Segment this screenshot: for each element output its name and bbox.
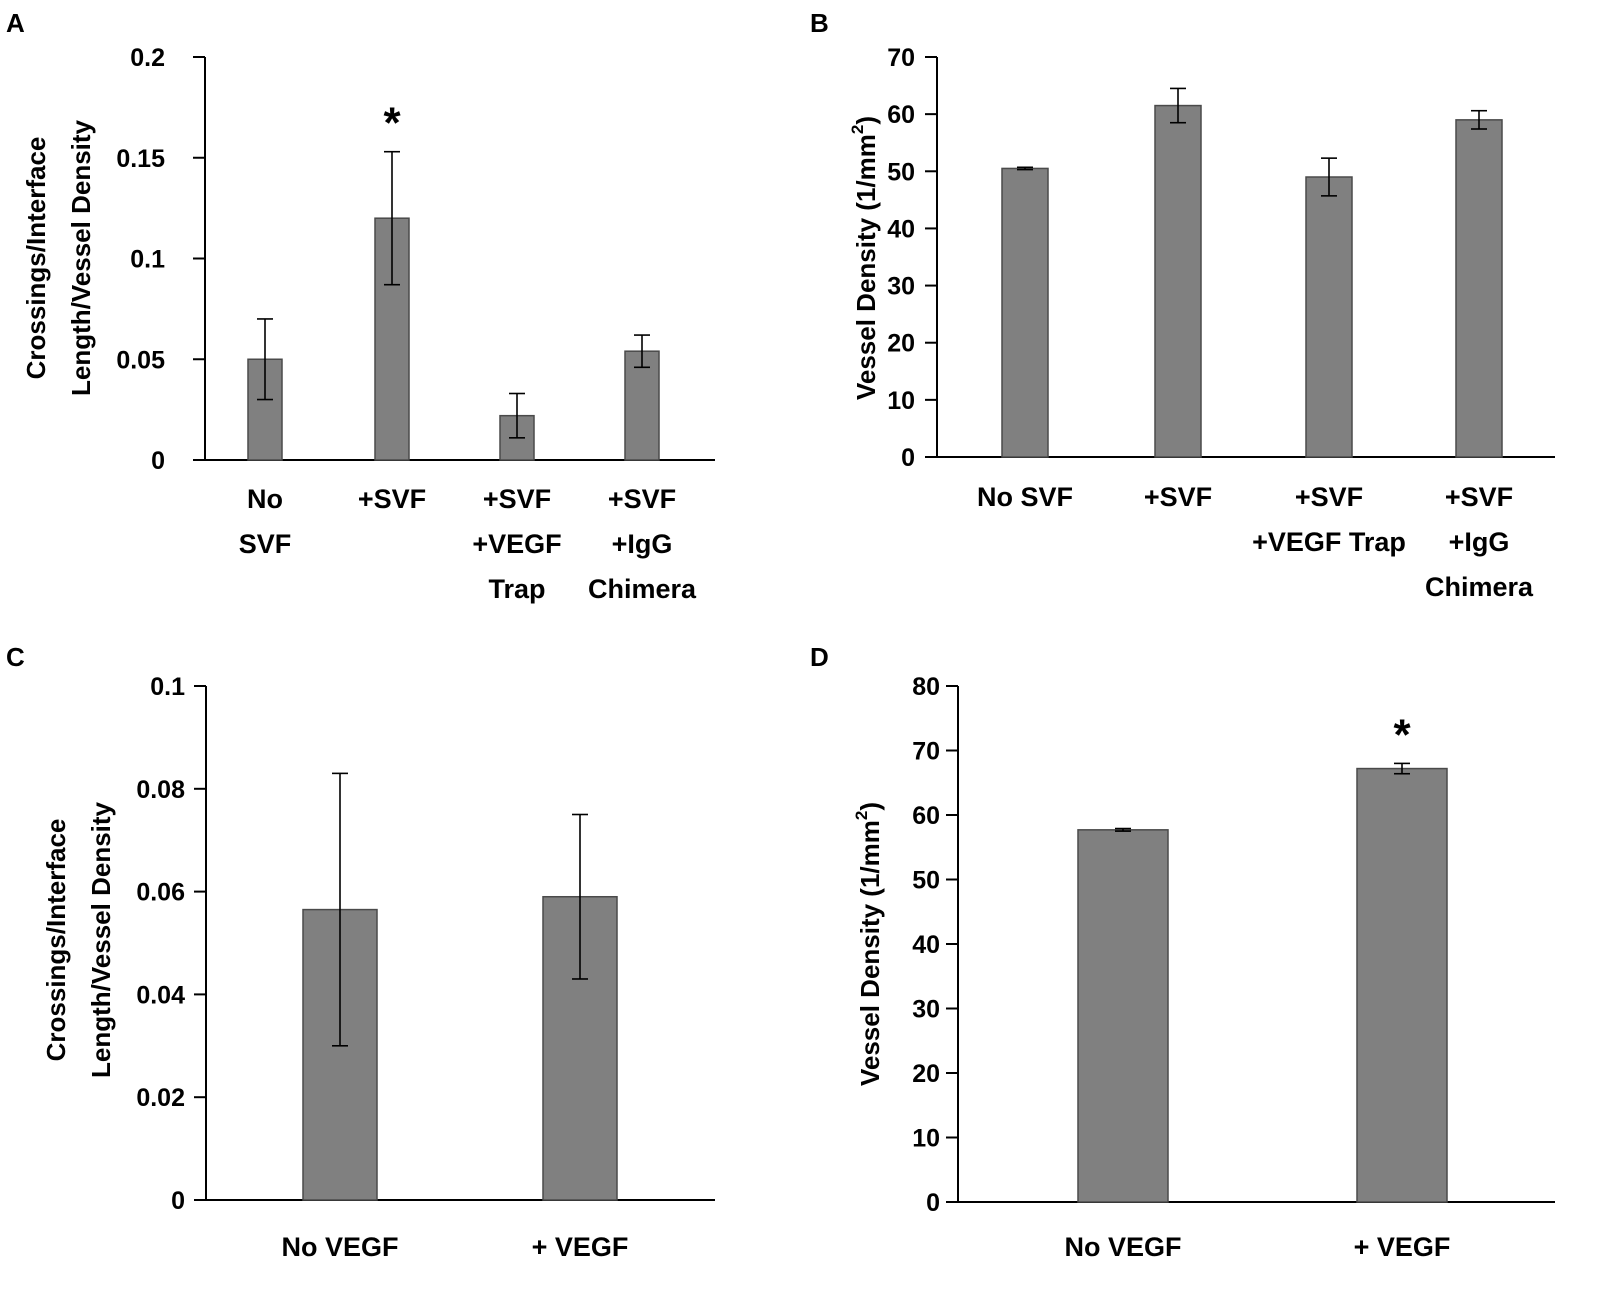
y-tick-label-b: 40 <box>887 215 915 243</box>
panel-label-d: D <box>810 642 829 672</box>
y-axis-label-a: Crossings/Interface <box>21 137 51 380</box>
y-tick-label-a: 0.1 <box>130 246 165 274</box>
y-tick-label-c: 0.08 <box>136 776 185 804</box>
y-tick-label-c: 0 <box>171 1187 185 1215</box>
significance-star-d-2: * <box>1393 710 1411 759</box>
category-label-a-3: +VEGF <box>472 529 561 559</box>
category-label-a-4: Chimera <box>588 574 697 604</box>
y-tick-label-d: 80 <box>912 673 940 701</box>
y-tick-label-b: 0 <box>901 444 915 472</box>
y-axis-label-c: Length/Vessel Density <box>86 801 116 1078</box>
category-label-b-2: +SVF <box>1144 482 1212 512</box>
category-label-d-2: + VEGF <box>1354 1232 1451 1262</box>
category-label-a-2: +SVF <box>358 484 426 514</box>
category-label-b-3: +VEGF Trap <box>1252 527 1406 557</box>
y-tick-label-b: 10 <box>887 387 915 415</box>
category-label-d-1: No VEGF <box>1064 1232 1181 1262</box>
y-tick-label-a: 0.2 <box>130 44 165 72</box>
significance-star-a-2: * <box>383 99 401 148</box>
y-tick-label-b: 70 <box>887 44 915 72</box>
bar-d-1 <box>1077 829 1169 1203</box>
y-tick-label-d: 30 <box>912 996 940 1024</box>
y-tick-label-d: 40 <box>912 931 940 959</box>
y-tick-label-a: 0.05 <box>116 346 165 374</box>
y-axis-label-suffix-b: ) <box>851 116 881 125</box>
y-axis-label-superscript-b: 2 <box>848 125 867 134</box>
bar-b-4 <box>1455 119 1503 458</box>
y-tick-label-d: 10 <box>912 1125 940 1153</box>
panel-label-b: B <box>810 8 829 38</box>
category-label-b-3: +SVF <box>1295 482 1363 512</box>
category-label-c-1: No VEGF <box>281 1232 398 1262</box>
category-label-a-4: +IgG <box>612 529 673 559</box>
category-label-a-1: SVF <box>239 529 292 559</box>
category-label-b-4: +IgG <box>1449 527 1510 557</box>
y-tick-label-a: 0.15 <box>116 145 165 173</box>
category-label-a-4: +SVF <box>608 484 676 514</box>
bar-b-2 <box>1154 104 1202 458</box>
y-axis-label-suffix-d: ) <box>855 802 885 811</box>
bar-d-2 <box>1356 767 1448 1203</box>
y-axis-label-b: Vessel Density (1/mm2) <box>848 116 881 400</box>
y-tick-label-b: 60 <box>887 101 915 129</box>
y-tick-label-a: 0 <box>151 447 165 475</box>
y-tick-label-c: 0.02 <box>136 1084 185 1112</box>
bar-b-1 <box>1001 167 1049 458</box>
y-tick-label-d: 20 <box>912 1060 940 1088</box>
y-axis-label-superscript-d: 2 <box>852 811 871 820</box>
category-label-a-3: +SVF <box>483 484 551 514</box>
category-label-a-3: Trap <box>488 574 545 604</box>
category-label-b-4: +SVF <box>1445 482 1513 512</box>
y-tick-label-d: 0 <box>926 1189 940 1217</box>
y-tick-label-d: 50 <box>912 867 940 895</box>
panel-label-a: A <box>6 8 25 38</box>
y-axis-label-a: Length/Vessel Density <box>66 119 96 396</box>
y-axis-label-d: Vessel Density (1/mm2) <box>852 802 885 1086</box>
bar-a-4 <box>624 350 660 461</box>
y-tick-label-b: 20 <box>887 330 915 358</box>
category-label-c-2: + VEGF <box>532 1232 629 1262</box>
bar-b-3 <box>1305 176 1353 458</box>
y-axis-label-c: Crossings/Interface <box>41 819 71 1062</box>
y-tick-label-b: 30 <box>887 273 915 301</box>
category-label-b-4: Chimera <box>1425 572 1534 602</box>
category-label-a-1: No <box>247 484 283 514</box>
y-tick-label-c: 0.1 <box>150 673 185 701</box>
y-tick-label-c: 0.04 <box>136 981 185 1009</box>
category-label-b-1: No SVF <box>977 482 1073 512</box>
y-tick-label-d: 70 <box>912 738 940 766</box>
y-tick-label-c: 0.06 <box>136 879 185 907</box>
y-tick-label-d: 60 <box>912 802 940 830</box>
panel-label-c: C <box>6 642 25 672</box>
y-tick-label-b: 50 <box>887 158 915 186</box>
